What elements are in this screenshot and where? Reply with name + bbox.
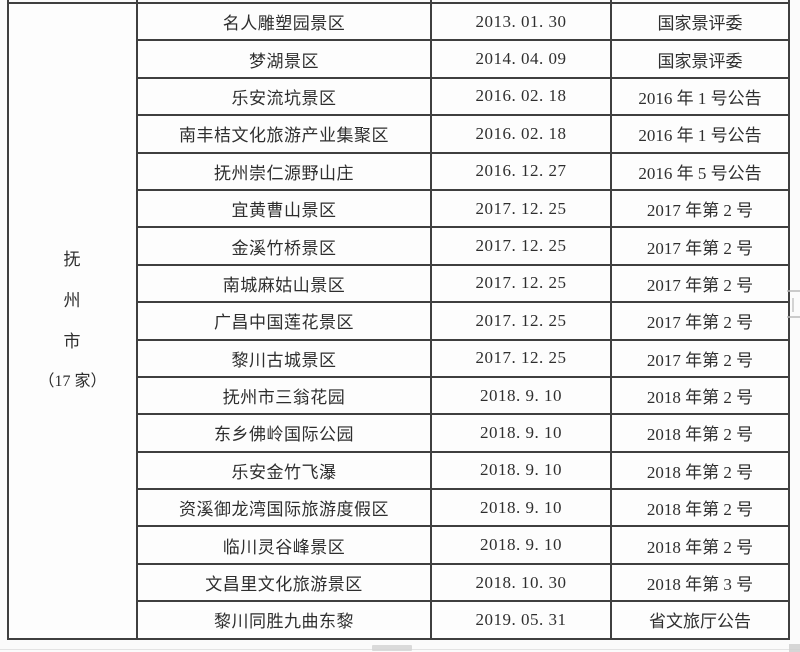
announcement-cell: 国家景评委 [610,1,790,42]
announcement-cell: 2018 年第 3 号 [610,562,790,603]
approval-date-cell: 2017. 12. 25 [430,188,612,229]
approval-date-cell: 2016. 12. 27 [430,151,612,191]
announcement-cell: 2016 年 1 号公告 [610,76,790,117]
announcement-cell: 2018 年第 2 号 [610,525,790,565]
cropped-cell [430,0,612,4]
scenic-area-approval-table: 抚州市 （17 家） 名人雕塑园景区 2013. 01. 30 国家景评委 梦湖景区… [7,0,790,640]
approval-date-cell: 2017. 12. 25 [430,226,612,266]
scenic-area-name-cell: 名人雕塑园景区 [136,1,432,42]
scenic-area-name-cell: 抚州市三翁花园 [136,375,432,416]
cropped-cell [610,0,790,4]
approval-date-cell: 2019. 05. 31 [430,600,612,640]
table-row: 宜黄曹山景区 2017. 12. 25 2017 年第 2 号 [8,188,790,229]
announcement-cell: 2017 年第 2 号 [610,188,790,229]
approval-date-cell: 2018. 9. 10 [430,375,612,416]
table-row: 东乡佛岭国际公园 2018. 9. 10 2018 年第 2 号 [8,413,790,453]
scenic-area-name-cell: 乐安金竹飞瀑 [136,450,432,491]
table-row: 金溪竹桥景区 2017. 12. 25 2017 年第 2 号 [8,226,790,266]
city-name-char: 市 [63,332,82,352]
approval-table-body: 抚州市 （17 家） 名人雕塑园景区 2013. 01. 30 国家景评委 梦湖景区… [7,0,790,640]
table-row: 抚州崇仁源野山庄 2016. 12. 27 2016 年 5 号公告 [8,151,790,191]
table-row: 乐安金竹飞瀑 2018. 9. 10 2018 年第 2 号 [8,450,790,491]
scenic-area-name-cell: 资溪御龙湾国际旅游度假区 [136,488,432,528]
announcement-cell: 2017 年第 2 号 [610,301,790,341]
announcement-cell: 2018 年第 2 号 [610,450,790,491]
approval-date-cell: 2016. 02. 18 [430,76,612,117]
table-row: 梦湖景区 2014. 04. 09 国家景评委 [8,39,790,79]
city-name-char: 州 [63,291,82,311]
scenic-area-name-cell: 南城麻姑山景区 [136,263,432,304]
approval-date-cell: 2013. 01. 30 [430,1,612,42]
table-row: 南城麻姑山景区 2017. 12. 25 2017 年第 2 号 [8,263,790,304]
scenic-area-name-cell: 黎川同胜九曲东黎 [136,600,432,640]
announcement-cell: 国家景评委 [610,39,790,79]
scenic-area-name-cell: 黎川古城景区 [136,338,432,378]
scenic-area-name-cell: 南丰桔文化旅游产业集聚区 [136,114,432,154]
cropped-cell [136,0,432,4]
announcement-cell: 2016 年 1 号公告 [610,114,790,154]
approval-date-cell: 2017. 12. 25 [430,263,612,304]
approval-date-cell: 2017. 12. 25 [430,338,612,378]
announcement-cell: 2016 年 5 号公告 [610,151,790,191]
announcement-cell: 2017 年第 2 号 [610,226,790,266]
announcement-cell: 2018 年第 2 号 [610,375,790,416]
approval-date-cell: 2018. 9. 10 [430,450,612,491]
approval-date-cell: 2016. 02. 18 [430,114,612,154]
announcement-cell: 2018 年第 2 号 [610,488,790,528]
approval-date-cell: 2018. 9. 10 [430,413,612,453]
table-row: 文昌里文化旅游景区 2018. 10. 30 2018 年第 3 号 [8,562,790,603]
table-row: 临川灵谷峰景区 2018. 9. 10 2018 年第 2 号 [8,525,790,565]
table-row: 抚州市三翁花园 2018. 9. 10 2018 年第 2 号 [8,375,790,416]
table-row: 广昌中国莲花景区 2017. 12. 25 2017 年第 2 号 [8,301,790,341]
announcement-cell: 省文旅厅公告 [610,600,790,640]
approval-date-cell: 2017. 12. 25 [430,301,612,341]
resize-handle-icon [789,644,800,652]
scenic-area-name-cell: 乐安流坑景区 [136,76,432,117]
announcement-cell: 2017 年第 2 号 [610,338,790,378]
announcement-cell: 2018 年第 2 号 [610,413,790,453]
city-count-label: （17 家） [38,373,107,391]
scenic-area-name-cell: 东乡佛岭国际公园 [136,413,432,453]
table-row: 资溪御龙湾国际旅游度假区 2018. 9. 10 2018 年第 2 号 [8,488,790,528]
table-row: 南丰桔文化旅游产业集聚区 2016. 02. 18 2016 年 1 号公告 [8,114,790,154]
approval-date-cell: 2018. 10. 30 [430,562,612,603]
scenic-area-name-cell: 抚州崇仁源野山庄 [136,151,432,191]
cropped-previous-row [7,0,790,4]
city-name-char: 抚 [63,250,82,270]
approval-date-cell: 2018. 9. 10 [430,525,612,565]
city-merged-cell: 抚州市 （17 家） [7,2,138,640]
scenic-area-name-cell: 梦湖景区 [136,39,432,79]
resize-handle-icon [372,645,412,651]
scenic-area-name-cell: 广昌中国莲花景区 [136,301,432,341]
approval-date-cell: 2018. 9. 10 [430,488,612,528]
cropped-cross-handle-icon [787,288,800,322]
table-row: 黎川同胜九曲东黎 2019. 05. 31 省文旅厅公告 [8,600,790,640]
announcement-cell: 2017 年第 2 号 [610,263,790,304]
scenic-area-name-cell: 宜黄曹山景区 [136,188,432,229]
table-row: 乐安流坑景区 2016. 02. 18 2016 年 1 号公告 [8,76,790,117]
table-row: 抚州市 （17 家） 名人雕塑园景区 2013. 01. 30 国家景评委 [7,1,790,640]
scenic-area-name-cell: 文昌里文化旅游景区 [136,562,432,603]
table-row: 黎川古城景区 2017. 12. 25 2017 年第 2 号 [8,338,790,378]
cropped-cell [7,0,138,4]
scenic-area-name-cell: 临川灵谷峰景区 [136,525,432,565]
scenic-area-name-cell: 金溪竹桥景区 [136,226,432,266]
approval-date-cell: 2014. 04. 09 [430,39,612,79]
